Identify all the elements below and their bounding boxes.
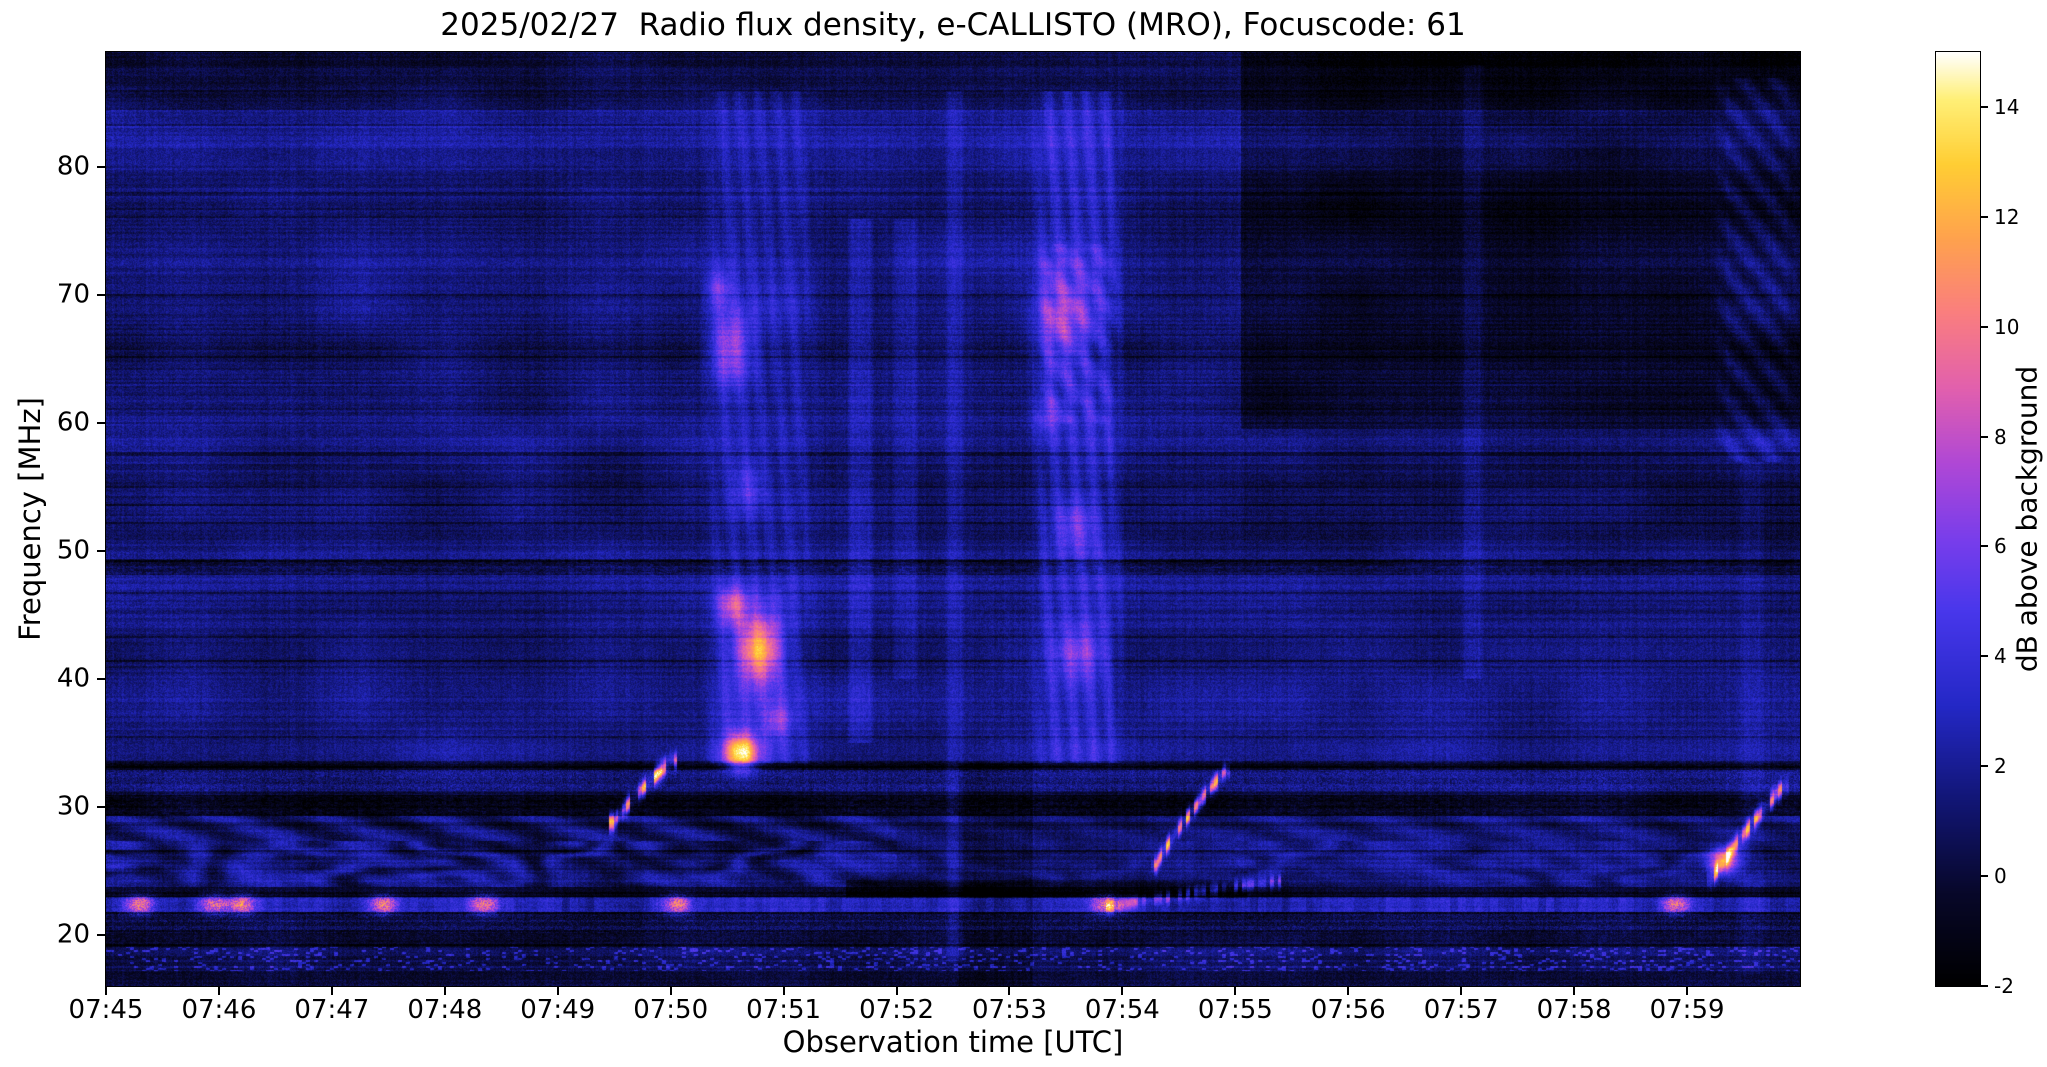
x-tick-label: 07:54: [1084, 995, 1160, 1025]
x-tick-label: 07:53: [971, 995, 1047, 1025]
x-tick-mark: [669, 987, 672, 995]
y-tick-label: 70: [56, 279, 90, 310]
x-tick-label: 07:52: [859, 995, 934, 1025]
colorbar-tick-label: 8: [1994, 424, 2007, 449]
x-tick-label: 07:56: [1310, 995, 1386, 1025]
colorbar-tick-label: 12: [1994, 204, 2020, 229]
y-tick-label: 40: [56, 663, 90, 694]
y-tick-mark: [97, 549, 105, 552]
x-tick-label: 07:55: [1197, 995, 1273, 1025]
colorbar-tick-mark: [1981, 985, 1988, 987]
x-tick-label: 07:59: [1649, 995, 1725, 1025]
y-tick-mark: [97, 805, 105, 808]
x-tick-mark: [1347, 987, 1350, 995]
colorbar-tick-label: 6: [1994, 534, 2007, 559]
y-tick-label: 80: [56, 151, 90, 182]
x-tick-mark: [782, 987, 785, 995]
x-tick-label: 07:46: [181, 995, 257, 1025]
spectrogram-heatmap: [105, 51, 1801, 987]
x-tick-label: 07:58: [1536, 995, 1612, 1025]
colorbar-tick-label: 2: [1994, 754, 2007, 779]
colorbar-tick-label: -2: [1994, 974, 2014, 998]
y-tick-mark: [97, 294, 105, 297]
x-tick-mark: [1573, 987, 1576, 995]
y-tick-label: 60: [56, 407, 90, 438]
colorbar-tick-mark: [1981, 545, 1988, 548]
x-tick-mark: [1686, 987, 1689, 995]
x-tick-mark: [1234, 987, 1237, 995]
x-tick-mark: [217, 987, 220, 995]
y-tick-label: 20: [56, 919, 90, 950]
colorbar-tick-mark: [1981, 655, 1988, 658]
y-tick-mark: [97, 677, 105, 680]
colorbar-tick-label: 4: [1994, 644, 2007, 669]
colorbar-tick-mark: [1981, 435, 1988, 438]
x-tick-mark: [1008, 987, 1011, 995]
colorbar-tick-mark: [1981, 105, 1988, 108]
colorbar-tick-label: 14: [1994, 94, 2020, 119]
x-tick-label: 07:51: [746, 995, 822, 1025]
y-tick-label: 50: [56, 535, 90, 566]
colorbar-tick-mark: [1981, 765, 1988, 768]
colorbar-label: dB above background: [2010, 365, 2044, 673]
y-tick-mark: [97, 933, 105, 936]
x-tick-mark: [556, 987, 559, 995]
x-tick-mark: [1460, 987, 1463, 995]
x-tick-mark: [895, 987, 898, 995]
x-tick-mark: [330, 987, 333, 995]
y-tick-mark: [97, 422, 105, 425]
x-tick-label: 07:45: [68, 995, 144, 1025]
colorbar-tick-mark: [1981, 875, 1988, 878]
y-tick-mark: [97, 166, 105, 169]
x-tick-label: 07:57: [1423, 995, 1499, 1025]
x-tick-label: 07:49: [520, 995, 596, 1025]
x-axis-label: Observation time [UTC]: [782, 1025, 1124, 1059]
colorbar-tick-label: 10: [1994, 314, 2020, 339]
x-tick-label: 07:50: [633, 995, 709, 1025]
chart-title: 2025/02/27 Radio flux density, e-CALLIST…: [440, 7, 1466, 43]
colorbar-tick-label: 0: [1994, 864, 2007, 889]
x-tick-mark: [105, 987, 107, 995]
x-tick-mark: [443, 987, 446, 995]
colorbar: [1935, 51, 1981, 987]
x-tick-label: 07:48: [407, 995, 483, 1025]
x-tick-label: 07:47: [294, 995, 370, 1025]
x-tick-mark: [1121, 987, 1124, 995]
colorbar-tick-mark: [1981, 325, 1988, 328]
colorbar-tick-mark: [1981, 215, 1988, 218]
y-tick-label: 30: [56, 791, 90, 822]
